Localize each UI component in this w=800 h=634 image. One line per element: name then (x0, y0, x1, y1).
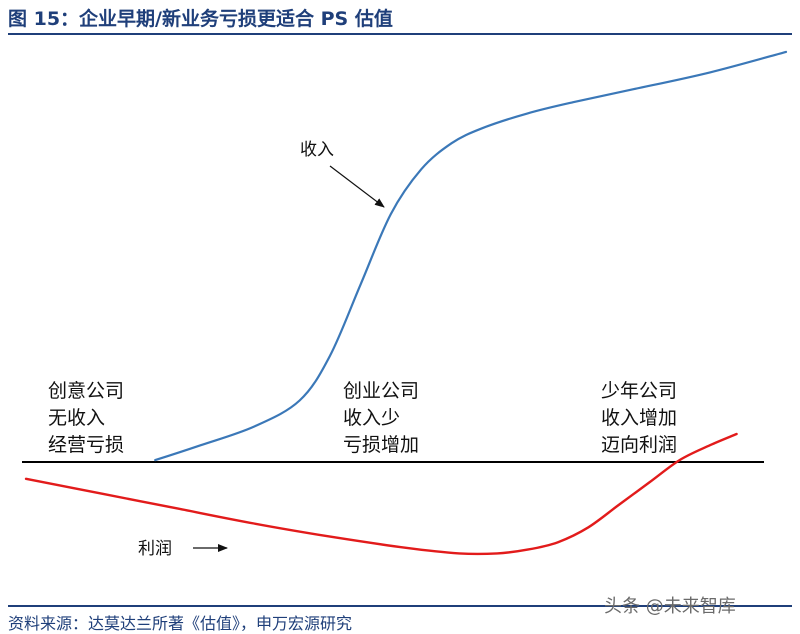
stage-2-label: 创业公司 收入少 亏损增加 (343, 380, 419, 456)
figure-title: 图 15：企业早期/新业务亏损更适合 PS 估值 (8, 8, 393, 30)
stage-1-line-1: 创意公司 (48, 380, 124, 402)
stage-2-line-2: 收入少 (343, 407, 400, 429)
watermark: 头条 @未来智库 (604, 596, 736, 617)
stage-2-line-1: 创业公司 (343, 380, 419, 402)
profit-annotation-label: 利润 (138, 539, 172, 559)
stage-2-line-3: 亏损增加 (343, 434, 419, 456)
stage-3-line-1: 少年公司 (601, 380, 677, 402)
stage-3-label: 少年公司 收入增加 迈向利润 (601, 380, 677, 456)
stage-1-line-2: 无收入 (48, 407, 105, 429)
series-layer (24, 50, 788, 556)
revenue-annotation-arrow (329, 165, 385, 208)
stage-3-line-3: 迈向利润 (601, 434, 677, 456)
stage-1-label: 创意公司 无收入 经营亏损 (48, 380, 124, 456)
footer-rule (8, 605, 792, 607)
revenue-annotation-label: 收入 (300, 140, 334, 160)
stage-3-line-2: 收入增加 (601, 407, 677, 429)
revenue-curve (154, 50, 788, 462)
profit-curve (24, 432, 738, 556)
source-note: 资料来源：达莫达兰所著《估值》，申万宏源研究 (8, 614, 353, 633)
title-rule (8, 33, 792, 35)
stage-1-line-3: 经营亏损 (48, 434, 124, 456)
